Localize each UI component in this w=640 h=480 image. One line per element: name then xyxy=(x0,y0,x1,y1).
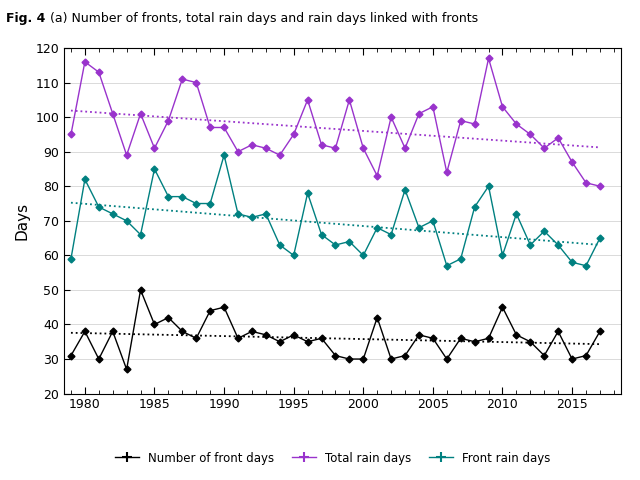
Y-axis label: Days: Days xyxy=(15,202,29,240)
Text: Fig. 4: Fig. 4 xyxy=(6,12,46,25)
Legend: Number of front days, Total rain days, Front rain days: Number of front days, Total rain days, F… xyxy=(111,447,555,469)
Text: (a) Number of fronts, total rain days and rain days linked with fronts: (a) Number of fronts, total rain days an… xyxy=(42,12,477,25)
